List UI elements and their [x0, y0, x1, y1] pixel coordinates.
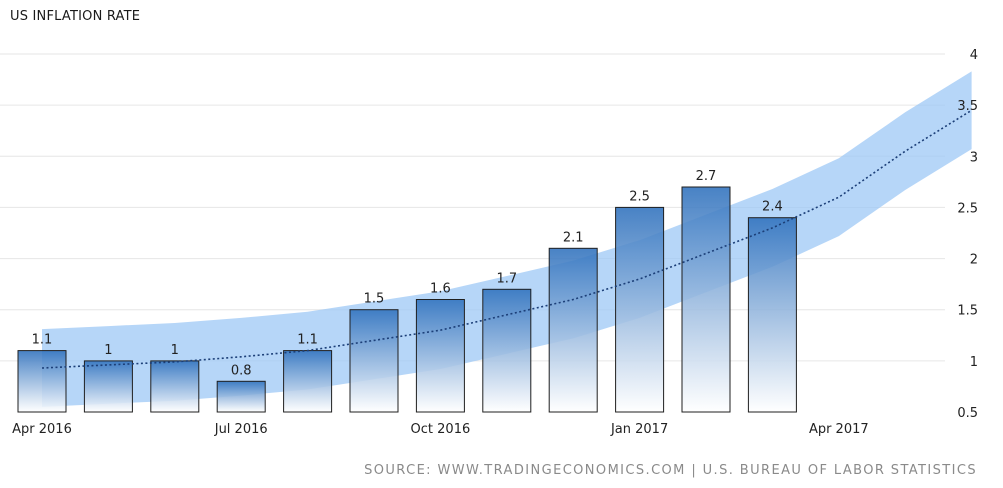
x-tick-label: Jul 2016 [214, 422, 268, 437]
x-tick-label: Oct 2016 [411, 422, 471, 437]
data-label: 1.5 [364, 292, 385, 307]
data-label: 2.7 [696, 169, 717, 184]
data-label: 1.1 [297, 333, 318, 348]
chart-title: US INFLATION RATE [10, 9, 141, 24]
y-tick-label: 2 [970, 253, 978, 268]
bar [747, 217, 797, 413]
source-note: SOURCE: WWW.TRADINGECONOMICS.COM | U.S. … [364, 463, 977, 478]
bar-layer [17, 186, 797, 413]
x-tick-label: Jan 2017 [610, 422, 668, 437]
x-tick-label: Apr 2016 [12, 422, 72, 437]
y-tick-label: 1.5 [957, 304, 978, 319]
data-label: 1.1 [32, 333, 53, 348]
y-tick-label: 4 [970, 48, 978, 63]
bar [415, 299, 465, 413]
data-label: 2.5 [629, 189, 650, 204]
data-label: 0.8 [231, 363, 252, 378]
data-label: 1 [104, 343, 112, 358]
bar [83, 360, 133, 413]
y-tick-label: 1 [970, 355, 978, 370]
y-tick-label: 2.5 [957, 201, 978, 216]
x-tick-label: Apr 2017 [809, 422, 869, 437]
bar [216, 380, 266, 413]
data-label-layer: 1.1 1 1 0.8 1.1 1.5 1.6 1.7 2.1 2.5 2.7 2.4 [32, 169, 783, 378]
data-label: 1.7 [496, 271, 517, 286]
data-label: 2.4 [762, 200, 783, 215]
trend-band [42, 71, 972, 407]
data-label: 2.1 [563, 230, 584, 245]
axis-layer: 0.5 1 1.5 2 2.5 3 3.5 4 Apr 2016 Jul 2016 Oct 2016… [12, 48, 978, 437]
trend-band-layer [42, 71, 972, 407]
trend-line [41, 109, 973, 369]
y-tick-label: 3.5 [957, 99, 978, 114]
bar [615, 206, 665, 413]
bar [482, 288, 532, 413]
bar [150, 360, 200, 413]
data-label: 1 [171, 343, 179, 358]
bar [349, 309, 399, 413]
bar [17, 350, 67, 413]
bar [283, 350, 333, 413]
y-tick-label: 0.5 [957, 406, 978, 421]
trend-line-layer [41, 109, 973, 369]
y-tick-label: 3 [970, 150, 978, 165]
bar [681, 186, 731, 413]
data-label: 1.6 [430, 281, 451, 296]
bar [548, 247, 598, 413]
